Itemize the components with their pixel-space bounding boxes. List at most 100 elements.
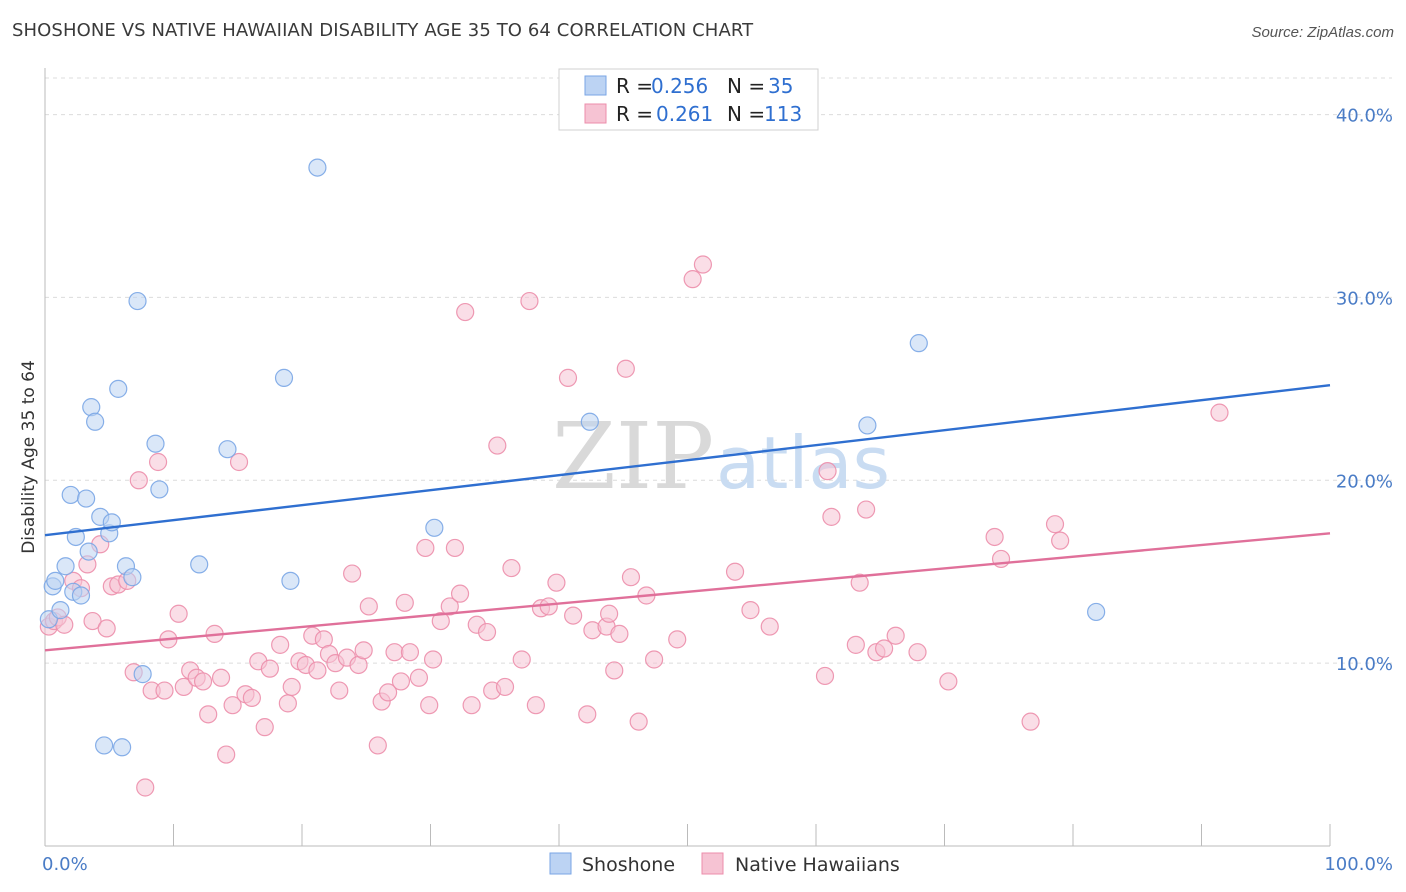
- point-shoshone-31: [580, 412, 599, 431]
- point-shoshone-21: [128, 291, 147, 311]
- point-hawaiian-97: [725, 562, 745, 581]
- point-hawaiian-30: [229, 452, 249, 472]
- point-hawaiian-96: [693, 255, 713, 274]
- legend-r-value-1: 0.256: [651, 74, 708, 98]
- series-legend: Shoshone Native Hawaiians: [549, 852, 900, 876]
- point-hawaiian-18: [155, 681, 174, 700]
- point-shoshone-20: [123, 568, 142, 587]
- point-hawaiian-115: [1051, 531, 1070, 550]
- point-hawaiian-27: [211, 668, 231, 687]
- point-hawaiian-82: [564, 606, 583, 625]
- point-shoshone-5: [61, 485, 80, 505]
- point-hawaiian-95: [683, 270, 702, 289]
- legend-r-label-2: R =: [616, 102, 653, 126]
- point-shoshone-29: [308, 158, 327, 177]
- trend-line-shoshone: [44, 384, 1331, 537]
- point-shoshone-9: [77, 489, 96, 508]
- point-shoshone-32: [858, 416, 877, 435]
- point-hawaiian-20: [169, 604, 188, 623]
- point-hawaiian-102: [822, 507, 841, 526]
- watermark-zip: ZIP: [552, 403, 714, 510]
- point-hawaiian-93: [644, 650, 664, 669]
- point-hawaiian-24: [193, 672, 213, 691]
- point-hawaiian-109: [908, 643, 927, 662]
- point-shoshone-27: [274, 368, 294, 387]
- point-hawaiian-56: [391, 672, 411, 691]
- point-hawaiian-70: [477, 622, 497, 642]
- point-hawaiian-65: [445, 538, 465, 558]
- point-shoshone-30: [425, 518, 444, 537]
- point-shoshone-10: [79, 542, 98, 561]
- point-shoshone-4: [56, 557, 75, 576]
- y-tick-label-1: 20.0%: [1336, 471, 1393, 492]
- legend-n-label-1: N =: [727, 74, 765, 98]
- point-shoshone-18: [112, 738, 132, 757]
- point-hawaiian-28: [217, 745, 236, 764]
- point-hawaiian-90: [621, 568, 641, 587]
- point-hawaiian-74: [502, 558, 521, 578]
- x-ticks: 0.0% 100.0%: [42, 824, 1393, 875]
- point-shoshone-22: [133, 665, 152, 684]
- point-hawaiian-62: [423, 650, 443, 669]
- legend-n-value-1: 35: [768, 74, 793, 98]
- point-hawaiian-25: [199, 705, 218, 724]
- point-hawaiian-111: [985, 527, 1004, 547]
- point-hawaiian-54: [378, 683, 398, 702]
- point-shoshone-14: [95, 736, 114, 755]
- trend-line-hawaiian: [44, 532, 1331, 652]
- point-shoshone-2: [46, 571, 65, 590]
- point-hawaiian-75: [512, 650, 531, 669]
- legend-n-value-2: 113: [764, 102, 802, 126]
- point-shoshone-8: [71, 586, 91, 605]
- point-hawaiian-86: [600, 604, 619, 623]
- gridlines: [45, 77, 1392, 664]
- series-legend-swatch-hawaiian: [701, 852, 724, 875]
- point-hawaiian-114: [1045, 515, 1065, 534]
- point-hawaiian-79: [539, 597, 558, 616]
- y-ticks: 10.0% 20.0% 30.0% 40.0%: [1336, 106, 1393, 676]
- watermark-atlas: atlas: [716, 421, 890, 505]
- point-hawaiian-105: [857, 500, 876, 519]
- point-hawaiian-58: [400, 643, 420, 662]
- legend-n-label-2: N =: [727, 102, 765, 126]
- point-hawaiian-81: [558, 368, 578, 387]
- point-hawaiian-87: [605, 661, 624, 680]
- point-hawaiian-52: [368, 736, 387, 755]
- legend-r-value-2: 0.261: [656, 102, 713, 126]
- chart-source: Source: ZipAtlas.com: [1251, 24, 1394, 41]
- point-hawaiian-88: [610, 624, 629, 643]
- point-hawaiian-101: [818, 462, 837, 481]
- legend-r-label-1: R =: [616, 74, 653, 98]
- x-tick-label-1: 100.0%: [1324, 854, 1393, 875]
- stats-legend-swatch-shoshone: [584, 75, 607, 96]
- stats-legend: R = 0.256 N = 35 R = 0.261 N = 113: [558, 68, 819, 131]
- point-hawaiian-99: [760, 617, 779, 636]
- point-hawaiian-67: [456, 302, 475, 322]
- point-hawaiian-60: [416, 538, 435, 558]
- point-hawaiian-64: [440, 597, 459, 616]
- y-tick-label-0: 10.0%: [1336, 654, 1393, 675]
- watermark: ZIP atlas: [552, 403, 890, 510]
- y-tick-label-3: 40.0%: [1336, 106, 1393, 127]
- point-shoshone-25: [190, 555, 209, 574]
- point-hawaiian-63: [431, 611, 450, 631]
- y-axis-title: Disability Age 35 to 64: [19, 360, 39, 554]
- point-hawaiian-110: [939, 672, 958, 691]
- point-hawaiian-72: [488, 436, 507, 455]
- y-tick-label-2: 30.0%: [1336, 288, 1393, 309]
- point-hawaiian-66: [450, 584, 470, 603]
- point-hawaiian-55: [385, 643, 404, 662]
- point-hawaiian-57: [395, 593, 414, 612]
- point-hawaiian-89: [616, 359, 635, 378]
- point-hawaiian-113: [1021, 712, 1040, 731]
- point-hawaiian-94: [668, 630, 687, 649]
- x-tick-label-0: 0.0%: [42, 854, 88, 875]
- point-hawaiian-17: [148, 452, 168, 472]
- point-hawaiian-9: [97, 619, 116, 638]
- point-hawaiian-68: [462, 696, 481, 715]
- point-hawaiian-35: [260, 659, 279, 678]
- point-shoshone-26: [218, 440, 237, 459]
- point-hawaiian-7: [83, 611, 102, 631]
- point-hawaiian-21: [174, 677, 193, 697]
